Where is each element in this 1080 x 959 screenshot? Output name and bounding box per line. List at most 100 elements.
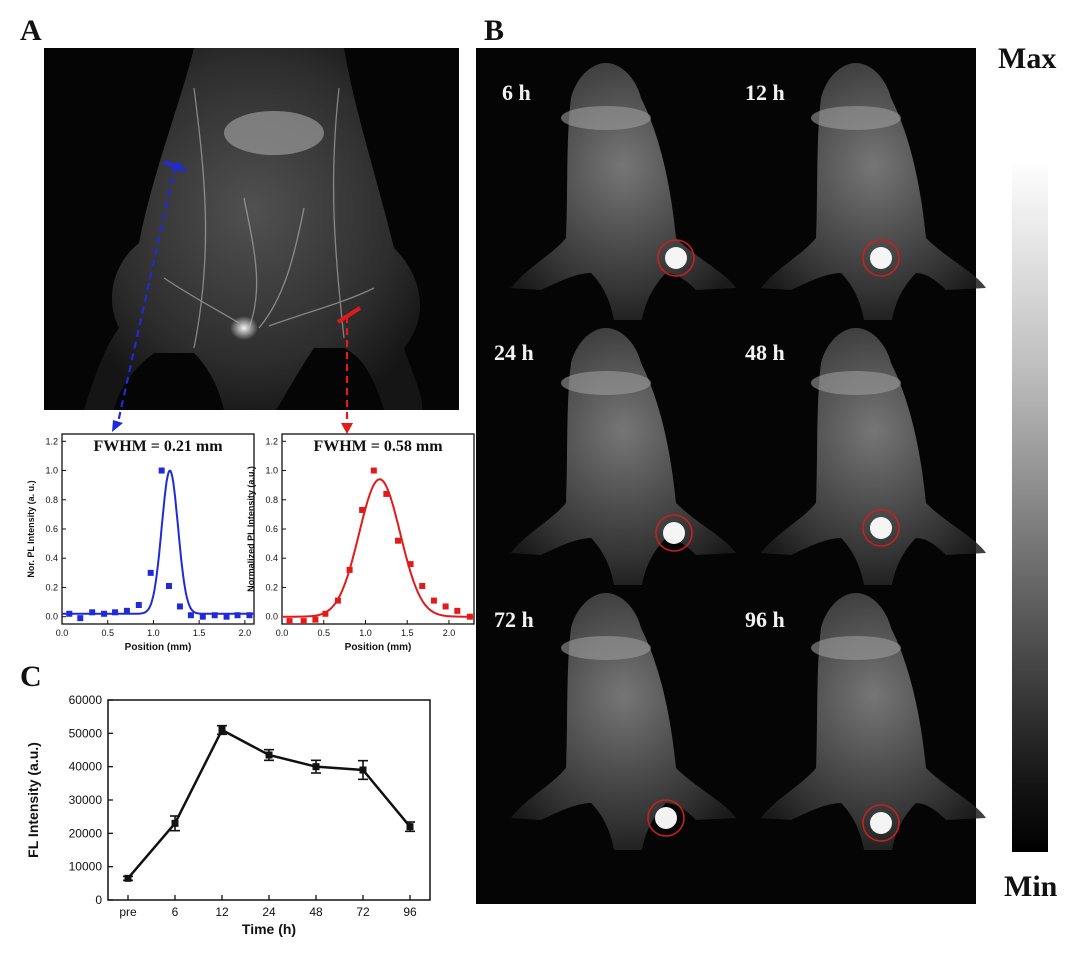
x-axis-label: Position (mm) <box>125 642 192 653</box>
y-tick-label: 1.2 <box>265 436 278 446</box>
mouse-1 <box>511 63 736 320</box>
colorbar-min-label: Min <box>1004 870 1058 903</box>
mouse-body <box>511 63 736 320</box>
y-tick-label: 20000 <box>69 826 103 840</box>
data-point <box>211 612 218 619</box>
y-tick-label: 0.2 <box>45 582 58 592</box>
data-point <box>383 490 390 497</box>
data-point <box>300 618 307 625</box>
x-tick-label: 72 <box>356 905 370 919</box>
data-point <box>334 597 341 604</box>
y-tick-label: 0.6 <box>45 524 58 534</box>
mouse-silhouette <box>84 48 423 410</box>
mouse-2 <box>761 63 986 320</box>
tumor-signal <box>665 247 687 269</box>
y-tick-label: 0.2 <box>265 582 278 592</box>
data-point <box>442 603 449 610</box>
mice-grid <box>511 63 986 850</box>
x-tick-label: 0.0 <box>56 628 69 638</box>
y-tick-label: 30000 <box>69 793 103 807</box>
vasculature-image <box>44 48 459 410</box>
fwhm-red-chart: FWHM = 0.58 mm 0.0 0.5 1.0 1.5 2.0 0.0 0.2 0.4 0.… <box>246 433 475 653</box>
y-axis-label: FL Intensity (a.u.) <box>25 742 41 858</box>
y-axis-label: Nor. PL Intensity (a. u.) <box>26 480 36 577</box>
mouse-body <box>761 593 986 850</box>
x-tick-label: 24 <box>262 905 276 919</box>
y-tick-label: 0.0 <box>265 612 278 622</box>
tumor-signal <box>663 522 685 544</box>
x-tick-label: 0.0 <box>276 628 289 638</box>
shoulder-highlight <box>811 371 901 395</box>
data-point <box>89 609 96 616</box>
panel-label-c: C <box>20 660 42 693</box>
shoulder-highlight <box>561 371 651 395</box>
data-point <box>147 569 154 576</box>
time-label-48h: 48 h <box>745 340 785 365</box>
data-point <box>199 613 206 620</box>
y-tick-label: 0 <box>95 893 102 907</box>
y-axis-label: Normalized PL Intensity (a.u.) <box>246 466 256 592</box>
tumor-circle <box>862 239 900 277</box>
shoulder-highlight <box>561 106 651 130</box>
x-tick-label: 48 <box>309 905 323 919</box>
time-label-12h: 12 h <box>745 80 785 105</box>
plot-frame <box>61 433 255 625</box>
tumor-circle <box>862 509 900 547</box>
time-label-96h: 96 h <box>745 607 785 632</box>
x-tick-label: 12 <box>215 905 229 919</box>
y-tick-label: 0.4 <box>265 553 278 563</box>
tumor-circle <box>655 514 693 552</box>
data-point <box>158 467 165 474</box>
tumor-signal <box>655 807 677 829</box>
y-tick-label: 0.8 <box>45 495 58 505</box>
data-point <box>406 823 414 831</box>
y-tick-label: 0.4 <box>45 553 58 563</box>
chart-title: FWHM = 0.58 mm <box>313 438 443 455</box>
fit-curve <box>282 478 474 618</box>
x-tick-label: 0.5 <box>317 628 330 638</box>
panel-label-a: A <box>20 14 42 47</box>
data-point <box>165 583 172 589</box>
x-tick-label: 1.5 <box>401 628 414 638</box>
data-point <box>123 607 130 614</box>
tumor-circle <box>657 239 695 277</box>
shoulder-highlight <box>811 636 901 660</box>
data-point <box>312 763 320 771</box>
data-point <box>124 874 132 882</box>
data-point <box>187 612 194 619</box>
data-point <box>466 613 473 620</box>
data-point <box>112 609 119 616</box>
x-tick-label: 96 <box>403 905 417 919</box>
mouse-4 <box>761 328 986 585</box>
data-point <box>265 751 273 759</box>
data-point <box>171 819 179 827</box>
tumor-signal <box>870 247 892 269</box>
data-point <box>370 467 377 474</box>
data-point <box>246 612 253 619</box>
fwhm-blue-chart: FWHM = 0.21 mm 0.0 0.5 1.0 1.5 2.0 0.0 0.2 0.4 0.… <box>26 433 255 653</box>
data-point <box>430 597 437 604</box>
shoulder-highlight <box>561 636 651 660</box>
data-point <box>346 566 353 573</box>
data-point <box>407 561 414 568</box>
mouse-body <box>761 328 986 585</box>
mouse-6 <box>761 593 986 850</box>
tumor-signal <box>870 812 892 834</box>
y-tick-label: 0.8 <box>265 495 278 505</box>
data-point <box>223 613 230 620</box>
x-tick-label: 1.0 <box>147 628 160 638</box>
data-point <box>454 607 461 614</box>
y-tick-label: 50000 <box>69 726 103 740</box>
mouse-5 <box>511 593 736 850</box>
y-tick-label: 0.0 <box>45 612 58 622</box>
mouse-body <box>511 593 736 850</box>
fl-intensity-chart: 0 10000 20000 30000 40000 50000 60000 pre 6 12 24 4… <box>25 693 431 937</box>
data-point <box>359 507 366 513</box>
tumor-signal <box>870 517 892 539</box>
data-point <box>101 610 108 617</box>
x-tick-label: 0.5 <box>101 628 114 638</box>
plot-frame <box>107 699 431 901</box>
data-point <box>395 537 402 544</box>
x-tick-label: 1.0 <box>359 628 372 638</box>
x-tick-label: 6 <box>172 905 179 919</box>
